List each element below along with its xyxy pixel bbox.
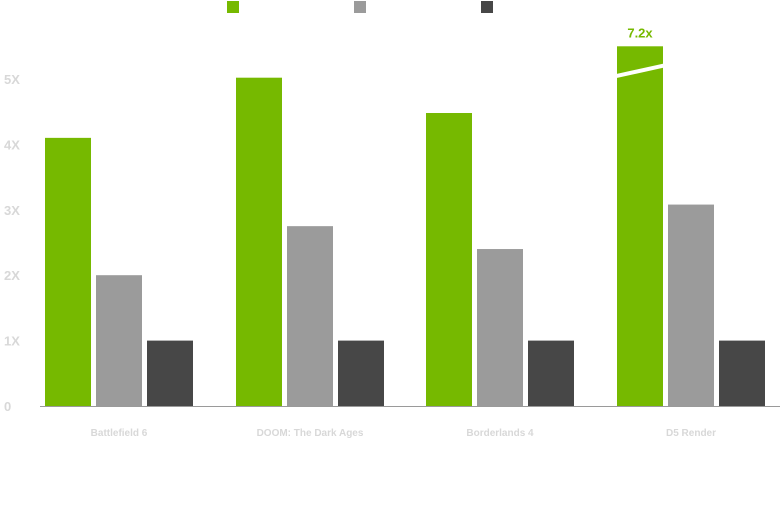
x-category-label: Borderlands 4 — [466, 428, 534, 439]
bar — [477, 249, 523, 406]
y-tick-label: 5X — [4, 72, 20, 87]
bar — [147, 340, 193, 406]
bar — [338, 340, 384, 406]
legend-swatch-series-2 — [354, 1, 366, 13]
legend-swatch-series-1 — [227, 1, 239, 13]
y-tick-label: 4X — [4, 137, 20, 152]
legend-swatch-series-3 — [481, 1, 493, 13]
axis-break-marker — [614, 63, 666, 79]
x-category-label: DOOM: The Dark Ages — [257, 428, 364, 439]
bar — [719, 340, 765, 406]
y-tick-label: 0 — [4, 399, 11, 414]
bar — [426, 113, 472, 407]
bar — [528, 340, 574, 406]
bar — [287, 226, 333, 406]
bar — [96, 275, 142, 406]
y-tick-label: 1X — [4, 334, 20, 349]
y-tick-label: 3X — [4, 203, 20, 218]
y-tick-label: 2X — [4, 268, 20, 283]
x-category-label: D5 Render — [666, 428, 716, 439]
bar — [236, 77, 282, 406]
bar — [45, 137, 91, 407]
data-label: 7.2x — [627, 25, 653, 40]
bar — [617, 46, 663, 407]
bar — [668, 204, 714, 406]
x-category-label: Battlefield 6 — [91, 428, 148, 439]
